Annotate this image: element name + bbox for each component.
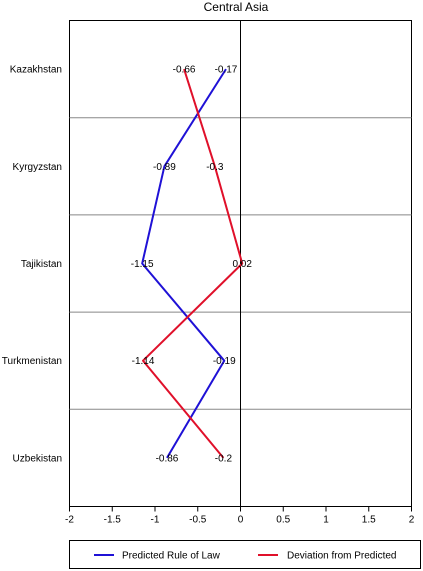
x-tick-label: 2 — [409, 515, 415, 526]
x-tick-label: 0.5 — [276, 515, 290, 526]
chart-title: Central Asia — [204, 0, 269, 14]
category-label: Tajikistan — [21, 259, 62, 270]
data-label: -0.89 — [153, 162, 176, 173]
data-labels: -0.17 -0.89 -1.15 -0.19 -0.86 -0.66 -0.3 0.02 -1… — [131, 65, 253, 465]
x-tick-label: 1.5 — [362, 515, 376, 526]
data-label: -0.17 — [215, 65, 238, 76]
x-axis: -2 -1.5 -1 -0.5 0 0.5 1 1.5 2 — [65, 506, 415, 526]
legend-label: Predicted Rule of Law — [122, 551, 221, 562]
x-tick-label: -2 — [65, 515, 74, 526]
data-label: 0.02 — [232, 259, 252, 270]
x-tick-label: 1 — [323, 515, 329, 526]
series-line-deviation — [142, 68, 244, 459]
category-label: Kyrgyzstan — [13, 162, 62, 173]
data-label: -0.2 — [215, 453, 233, 464]
legend: Predicted Rule of Law Deviation from Pred… — [94, 551, 397, 562]
legend-box — [69, 540, 421, 569]
legend-label: Deviation from Predicted — [287, 551, 397, 562]
data-label: -0.3 — [206, 162, 224, 173]
data-label: -1.15 — [131, 259, 154, 270]
data-label: -0.66 — [173, 65, 196, 76]
x-tick-label: -1 — [151, 515, 160, 526]
data-label: -1.14 — [132, 356, 155, 367]
x-tick-label: -0.5 — [189, 515, 207, 526]
category-labels: Kazakhstan Kyrgyzstan Tajikistan Turkmenist… — [2, 65, 62, 465]
category-label: Kazakhstan — [10, 65, 62, 76]
x-tick-label: -1.5 — [104, 515, 122, 526]
series-line-predicted — [141, 68, 227, 459]
category-label: Turkmenistan — [2, 356, 62, 367]
data-label: -0.19 — [213, 356, 236, 367]
x-tick-label: 0 — [238, 515, 244, 526]
data-label: -0.86 — [156, 453, 179, 464]
category-label: Uzbekistan — [13, 453, 62, 464]
series-lines — [141, 68, 244, 459]
